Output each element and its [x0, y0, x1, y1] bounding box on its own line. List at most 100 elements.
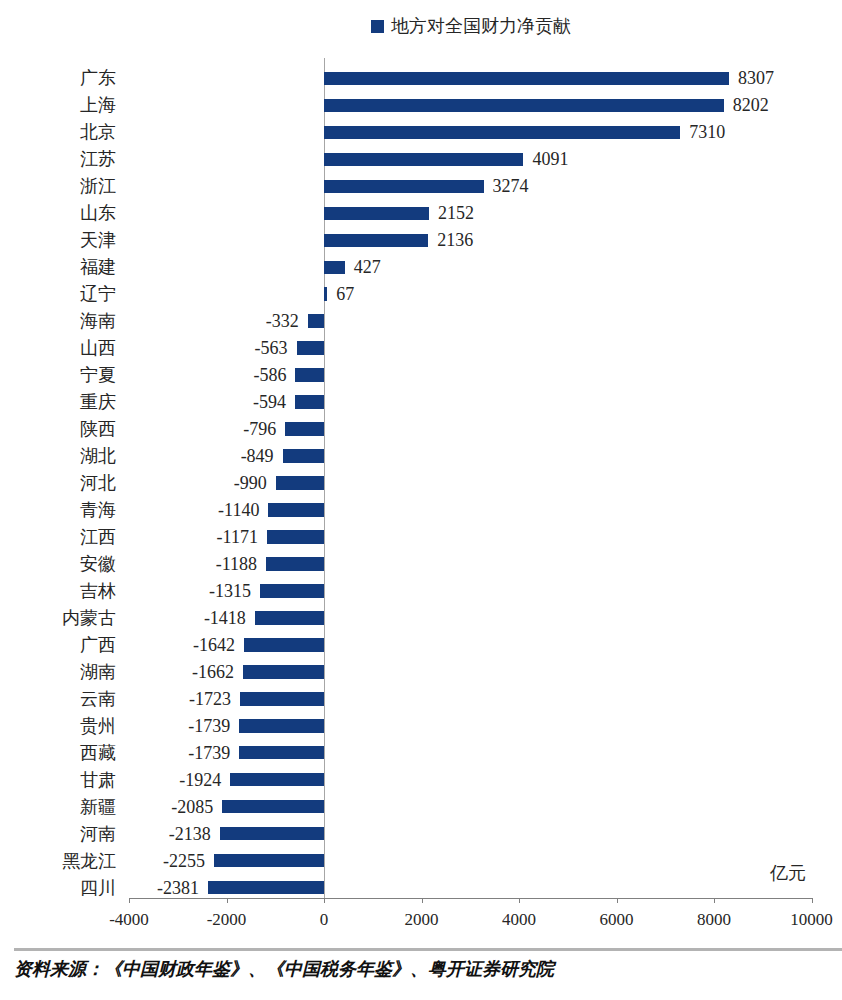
category-label: 湖南	[0, 661, 116, 683]
bar	[295, 395, 324, 409]
x-axis-tick	[227, 898, 228, 903]
x-axis-tick-label: -2000	[182, 910, 272, 930]
category-label: 天津	[0, 229, 116, 251]
category-label: 黑龙江	[0, 850, 116, 872]
value-label: 2136	[437, 229, 473, 251]
category-label: 河北	[0, 472, 116, 494]
category-label: 北京	[0, 121, 116, 143]
bar	[308, 314, 324, 328]
bar	[268, 503, 324, 517]
bar	[324, 180, 484, 194]
value-label: -1188	[216, 553, 257, 575]
bar	[267, 530, 324, 544]
x-axis-tick-label: -4000	[84, 910, 174, 930]
value-label: -594	[253, 391, 286, 413]
category-label: 福建	[0, 256, 116, 278]
category-label: 贵州	[0, 715, 116, 737]
bar	[295, 368, 324, 382]
value-label: 8307	[738, 67, 774, 89]
category-label: 内蒙古	[0, 607, 116, 629]
x-axis-tick-label: 6000	[572, 910, 662, 930]
value-label: 427	[354, 256, 381, 278]
value-label: -1723	[189, 688, 231, 710]
x-axis-tick	[129, 898, 130, 903]
footer-divider	[14, 948, 842, 951]
category-label: 山东	[0, 202, 116, 224]
bar-chart: 广东 8307 上海 8202 北京 7310 江苏 4091 浙江 3274 山东 2152 天津 21…	[0, 0, 842, 1000]
value-label: -796	[243, 418, 276, 440]
bar	[324, 153, 523, 167]
value-label: 7310	[689, 121, 725, 143]
x-axis-tick	[324, 898, 325, 903]
bar	[255, 611, 324, 625]
value-label: 4091	[532, 148, 568, 170]
x-axis-tick-label: 0	[279, 910, 369, 930]
category-label: 吉林	[0, 580, 116, 602]
bar	[297, 341, 324, 355]
category-label: 广东	[0, 67, 116, 89]
value-label: 67	[336, 283, 354, 305]
category-label: 四川	[0, 877, 116, 899]
value-label: -849	[241, 445, 274, 467]
x-axis-tick-label: 10000	[767, 910, 842, 930]
category-label: 上海	[0, 94, 116, 116]
x-axis-tick-label: 8000	[669, 910, 759, 930]
category-label: 安徽	[0, 553, 116, 575]
value-label: -1418	[204, 607, 246, 629]
value-label: -1924	[179, 769, 221, 791]
chart-page: 地方对全国财力净贡献 广东8307上海8202北京7310江苏4091浙江327…	[0, 0, 842, 1000]
category-label: 浙江	[0, 175, 116, 197]
category-label: 陕西	[0, 418, 116, 440]
source-note: 资料来源：《中国财政年鉴》、《中国税务年鉴》、粤开证券研究院	[14, 957, 832, 981]
value-label: -2138	[169, 823, 211, 845]
bar	[214, 854, 324, 868]
category-label: 山西	[0, 337, 116, 359]
value-label: -1315	[209, 580, 251, 602]
category-label: 云南	[0, 688, 116, 710]
bar	[324, 207, 429, 221]
bar	[243, 665, 324, 679]
category-label: 宁夏	[0, 364, 116, 386]
category-label: 重庆	[0, 391, 116, 413]
bar	[240, 692, 324, 706]
value-label: 3274	[493, 175, 529, 197]
value-label: -2381	[157, 877, 199, 899]
category-label: 江西	[0, 526, 116, 548]
value-label: -1739	[188, 742, 230, 764]
category-label: 海南	[0, 310, 116, 332]
bar	[266, 557, 324, 571]
bar	[324, 126, 680, 140]
value-label: -563	[255, 337, 288, 359]
value-label: -586	[253, 364, 286, 386]
x-axis-tick	[519, 898, 520, 903]
category-label: 西藏	[0, 742, 116, 764]
value-label: -1642	[193, 634, 235, 656]
bar	[208, 881, 324, 895]
bar	[285, 422, 324, 436]
x-axis-tick	[617, 898, 618, 903]
bar	[244, 638, 324, 652]
axis-unit-label: 亿元	[770, 862, 806, 884]
x-axis-tick	[422, 898, 423, 903]
bar	[220, 827, 324, 841]
bar	[324, 261, 345, 275]
value-label: 8202	[733, 94, 769, 116]
bar	[239, 719, 324, 733]
value-label: -2255	[163, 850, 205, 872]
value-label: -1140	[218, 499, 259, 521]
bar	[222, 800, 324, 814]
value-label: -1739	[188, 715, 230, 737]
bar	[324, 72, 729, 86]
value-label: 2152	[438, 202, 474, 224]
x-axis-tick	[714, 898, 715, 903]
x-axis-line	[129, 898, 812, 899]
bar	[324, 287, 327, 301]
category-label: 辽宁	[0, 283, 116, 305]
bar	[324, 234, 428, 248]
bar	[283, 449, 324, 463]
category-label: 河南	[0, 823, 116, 845]
category-label: 江苏	[0, 148, 116, 170]
value-label: -990	[234, 472, 267, 494]
category-label: 新疆	[0, 796, 116, 818]
bar	[276, 476, 324, 490]
